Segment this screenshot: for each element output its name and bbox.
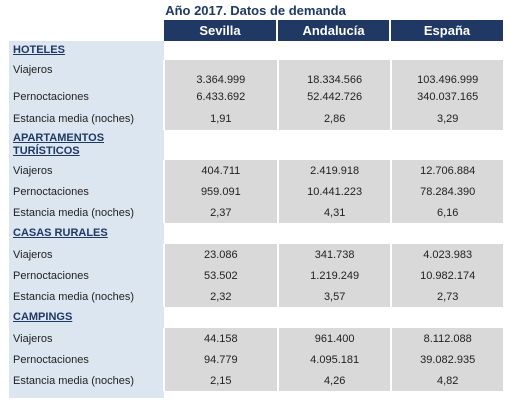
table-row: Viajeros 3.364.999 18.334.566 103.496.99… xyxy=(9,60,503,86)
cell-value: 4.023.983 xyxy=(390,244,503,265)
cell-value: 1,91 xyxy=(162,108,278,130)
cell-value: 4.095.181 xyxy=(276,349,392,370)
column-header-andalucia: Andalucía xyxy=(278,20,389,41)
table-row: Pernoctaciones 959.091 10.441.223 78.284… xyxy=(9,181,503,202)
cell-value: 4,26 xyxy=(276,370,392,391)
row-label: Pernoctaciones xyxy=(13,91,89,103)
row-label: Pernoctaciones xyxy=(13,269,89,282)
cell-value: 44.158 xyxy=(162,328,278,349)
cell-value: 39.082.935 xyxy=(390,349,503,370)
table-row: Estancia media (noches) 2,15 4,26 4,82 xyxy=(9,370,503,391)
cell-value: 3,29 xyxy=(390,108,503,130)
cell-value: 78.284.390 xyxy=(390,181,503,202)
section-row-hoteles: HOTELES xyxy=(9,41,503,60)
cell-value: 2,37 xyxy=(162,202,278,223)
table-row: Viajeros 44.158 961.400 8.112.088 xyxy=(9,328,503,349)
cell-value: 18.334.566 xyxy=(276,60,392,86)
cell-value: 340.037.165 xyxy=(390,86,503,108)
table-row: Pernoctaciones 94.779 4.095.181 39.082.9… xyxy=(9,349,503,370)
section-row-campings: CAMPINGS xyxy=(9,307,503,328)
row-label: Estancia media (noches) xyxy=(13,290,135,303)
cell-value: 959.091 xyxy=(162,181,278,202)
cell-value: 6,16 xyxy=(390,202,503,223)
row-label: Viajeros xyxy=(13,248,53,261)
section-row-apartamentos: APARTAMENTOS TURÍSTICOS xyxy=(9,130,503,160)
cell-value: 2,15 xyxy=(162,370,278,391)
table-row: Viajeros 404.711 2.419.918 12.706.884 xyxy=(9,160,503,181)
demand-table: HOTELES Viajeros 3.364.999 18.334.566 10… xyxy=(9,41,503,391)
cell-value: 10.982.174 xyxy=(390,265,503,286)
cell-value: 2,86 xyxy=(276,108,392,130)
column-header-sevilla: Sevilla xyxy=(164,20,276,41)
cell-value: 8.112.088 xyxy=(390,328,503,349)
row-label: Viajeros xyxy=(13,332,53,345)
cell-value: 23.086 xyxy=(162,244,278,265)
section-title: CASAS RURALES xyxy=(13,227,108,239)
cell-value: 4,82 xyxy=(390,370,503,391)
cell-value: 4,31 xyxy=(276,202,392,223)
section-row-casas-rurales: CASAS RURALES xyxy=(9,223,503,244)
row-label: Pernoctaciones xyxy=(13,185,89,198)
cell-value: 341.738 xyxy=(276,244,392,265)
section-title: CAMPINGS xyxy=(13,311,73,323)
table-row: Pernoctaciones 6.433.692 52.442.726 340.… xyxy=(9,86,503,108)
cell-value: 53.502 xyxy=(162,265,278,286)
cell-value: 12.706.884 xyxy=(390,160,503,181)
cell-value: 2,32 xyxy=(162,286,278,307)
section-title: HOTELES xyxy=(13,44,65,56)
table-row: Estancia media (noches) 2,37 4,31 6,16 xyxy=(9,202,503,223)
table-title: Año 2017. Datos de demanda xyxy=(165,3,346,18)
cell-value: 404.711 xyxy=(162,160,278,181)
cell-value: 52.442.726 xyxy=(276,86,392,108)
table-row: Estancia media (noches) 2,32 3,57 2,73 xyxy=(9,286,503,307)
cell-value: 6.433.692 xyxy=(162,86,278,108)
cell-value: 2,73 xyxy=(390,286,503,307)
cell-value: 2.419.918 xyxy=(276,160,392,181)
table-row: Viajeros 23.086 341.738 4.023.983 xyxy=(9,244,503,265)
row-label: Estancia media (noches) xyxy=(13,206,135,219)
row-label: Estancia media (noches) xyxy=(13,374,135,387)
table-row: Estancia media (noches) 1,91 2,86 3,29 xyxy=(9,108,503,130)
row-label: Estancia media (noches) xyxy=(13,113,135,125)
label-column-background xyxy=(9,41,164,398)
column-header-espana: España xyxy=(391,20,503,41)
cell-value: 94.779 xyxy=(162,349,278,370)
cell-value: 1.219.249 xyxy=(276,265,392,286)
row-label: Pernoctaciones xyxy=(13,353,89,366)
table-row: Pernoctaciones 53.502 1.219.249 10.982.1… xyxy=(9,265,503,286)
cell-value: 3,57 xyxy=(276,286,392,307)
row-label: Viajeros xyxy=(13,164,53,177)
cell-value: 961.400 xyxy=(276,328,392,349)
cell-value: 10.441.223 xyxy=(276,181,392,202)
cell-value: 103.496.999 xyxy=(390,60,503,86)
section-title: APARTAMENTOS TURÍSTICOS xyxy=(13,132,105,157)
row-label: Viajeros xyxy=(13,64,53,76)
cell-value: 3.364.999 xyxy=(162,60,278,86)
